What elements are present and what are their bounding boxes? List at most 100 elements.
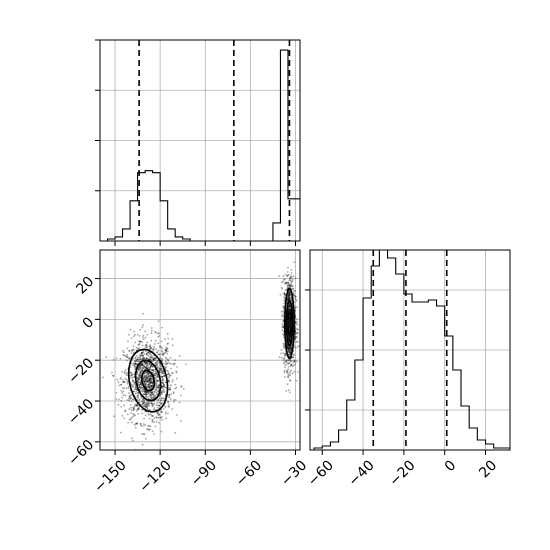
scatter-point [145, 350, 147, 353]
scatter-point [142, 364, 145, 367]
scatter-point [121, 392, 124, 394]
scatter-point [148, 380, 151, 383]
scatter-point [132, 398, 135, 401]
scatter-point [285, 359, 288, 362]
scatter-point [141, 341, 144, 343]
scatter-point [145, 401, 148, 404]
scatter-point [295, 335, 297, 338]
scatter-point [142, 398, 145, 400]
scatter-point [289, 339, 291, 342]
scatter-point [172, 391, 175, 394]
scatter-point [137, 377, 139, 380]
scatter-point [171, 372, 173, 374]
scatter-point [160, 367, 163, 370]
scatter-point [137, 391, 140, 394]
scatter-point [149, 368, 152, 371]
scatter-point [288, 295, 291, 298]
scatter-point [155, 386, 158, 388]
scatter-point [161, 377, 164, 380]
scatter-point [144, 372, 146, 374]
scatter-point [120, 383, 122, 386]
scatter-point [134, 360, 136, 362]
scatter-point [161, 326, 163, 329]
scatter-point [161, 397, 163, 400]
scatter-point [144, 437, 147, 440]
scatter-point [286, 361, 288, 363]
scatter-point [294, 329, 297, 332]
scatter-point [173, 399, 175, 401]
scatter-point [288, 294, 291, 297]
scatter-point [150, 375, 153, 378]
scatter-point [287, 281, 289, 284]
scatter-point [154, 359, 157, 362]
scatter-point [151, 405, 154, 407]
scatter-point [124, 394, 127, 397]
scatter-point [148, 414, 151, 416]
scatter-point [144, 403, 146, 406]
scatter-point [133, 414, 135, 416]
scatter-point [129, 418, 132, 421]
scatter-point [287, 310, 290, 312]
scatter-point [140, 367, 142, 369]
scatter-point [147, 385, 150, 388]
scatter-point [150, 327, 153, 329]
scatter-point [147, 364, 149, 367]
scatter-point [161, 353, 164, 356]
scatter-point [136, 379, 139, 382]
scatter-point [289, 365, 292, 368]
scatter-point [287, 337, 290, 340]
scatter-point [296, 341, 299, 343]
scatter-point [280, 286, 283, 289]
scatter-point [146, 374, 149, 377]
scatter-point [132, 409, 135, 412]
scatter-point [145, 378, 148, 381]
scatter-point [158, 353, 161, 356]
scatter-point [149, 428, 151, 431]
scatter-point [155, 383, 158, 385]
scatter-point [289, 374, 291, 377]
scatter-point [134, 357, 137, 360]
scatter-point [289, 336, 291, 339]
scatter-point [167, 400, 170, 403]
scatter-point [287, 296, 290, 299]
scatter-point [167, 405, 170, 408]
scatter-point [132, 362, 135, 365]
bottom-right-histogram-panel: −60 −40 −20 0 20 [305, 249, 511, 490]
scatter-point [152, 358, 155, 361]
scatter-point [141, 412, 144, 415]
scatter-point [291, 285, 294, 288]
scatter-point [124, 377, 127, 380]
scatter-point [145, 372, 148, 375]
scatter-point [161, 359, 163, 362]
scatter-point [143, 368, 146, 371]
scatter-point [136, 379, 139, 382]
scatter-point [148, 429, 150, 431]
scatter-point [138, 369, 141, 371]
scatter-point [153, 417, 156, 420]
scatter-point [155, 416, 158, 419]
scatter-point [283, 282, 286, 285]
scatter-point [138, 401, 141, 404]
scatter-point [147, 380, 150, 383]
scatter-point [294, 330, 297, 333]
scatter-point [287, 348, 289, 350]
scatter-point [144, 383, 147, 385]
scatter-point [157, 342, 160, 345]
scatter-point [290, 276, 292, 279]
scatter-point [141, 344, 144, 347]
scatter-point [132, 384, 134, 387]
scatter-point [150, 354, 153, 357]
scatter-point [283, 369, 286, 372]
scatter-point [123, 404, 125, 407]
scatter-point [152, 359, 155, 362]
scatter-point [288, 285, 291, 287]
scatter-point [153, 357, 155, 360]
scatter-point [141, 364, 144, 367]
scatter-point [155, 387, 157, 389]
scatter-point [167, 380, 170, 383]
scatter-point [158, 422, 160, 424]
scatter-point [163, 372, 166, 375]
scatter-point [147, 412, 150, 415]
scatter-point [113, 415, 115, 418]
scatter-point [133, 381, 136, 384]
